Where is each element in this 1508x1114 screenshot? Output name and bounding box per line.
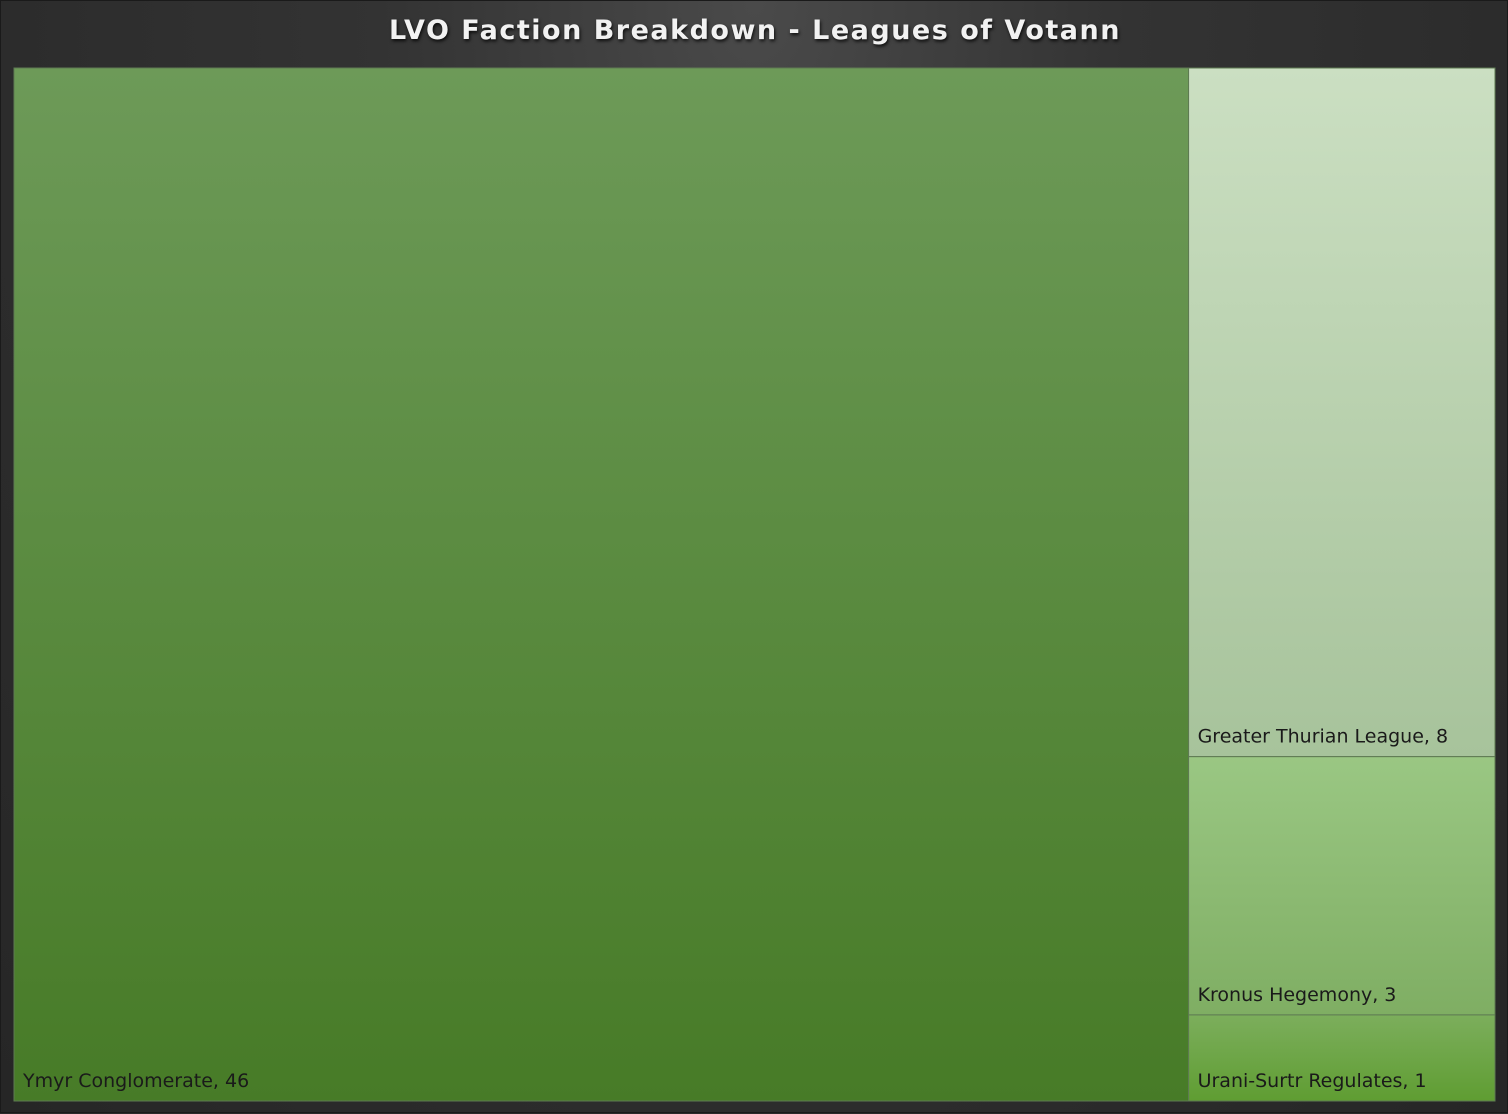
treemap-tile-greater-thurian-league <box>1188 67 1496 758</box>
treemap-tile-ymyr-conglomerate <box>13 67 1190 1102</box>
treemap-tile-urani-surtr-regulates <box>1188 1014 1496 1102</box>
treemap-label-ymyr-conglomerate: Ymyr Conglomerate, 46 <box>22 1070 249 1092</box>
treemap-tile-kronus-hegemony <box>1188 756 1496 1016</box>
chart-title: LVO Faction Breakdown - Leagues of Votan… <box>389 15 1121 46</box>
treemap-label-greater-thurian-league: Greater Thurian League, 8 <box>1198 726 1449 748</box>
treemap-label-kronus-hegemony: Kronus Hegemony, 3 <box>1198 984 1397 1006</box>
treemap-label-urani-surtr-regulates: Urani-Surtr Regulates, 1 <box>1198 1070 1427 1092</box>
